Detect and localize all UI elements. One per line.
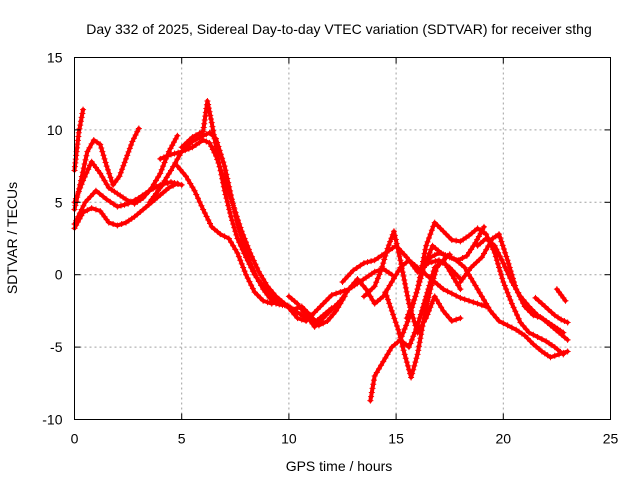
series-track-12	[360, 228, 464, 336]
series-line	[175, 164, 394, 324]
x-axis-label: GPS time / hours	[286, 458, 393, 474]
series-markers	[71, 132, 181, 207]
series-track-19	[474, 235, 567, 336]
y-tick-label: -10	[42, 412, 62, 428]
series-track-14	[382, 251, 453, 381]
y-tick-label: 10	[47, 122, 63, 138]
chart-title: Day 332 of 2025, Sidereal Day-to-day VTE…	[86, 21, 592, 37]
grid	[74, 57, 611, 420]
series-markers	[174, 163, 395, 325]
series-markers	[474, 235, 567, 336]
x-tick-label: 10	[281, 431, 297, 447]
y-tick-label: 5	[55, 194, 63, 210]
series-line	[368, 258, 463, 403]
y-axis-label: SDTVAR / TECUs	[4, 182, 20, 294]
series-markers	[532, 294, 571, 326]
series-track-3	[71, 132, 181, 207]
series-markers	[157, 137, 348, 329]
series-track-21	[553, 286, 569, 304]
series-track-20	[532, 294, 571, 326]
series-track-17	[418, 249, 571, 361]
y-tick-label: 15	[47, 50, 63, 66]
series-track-8	[157, 137, 348, 329]
series-track-13	[367, 257, 464, 404]
y-tick-label: -5	[50, 339, 63, 355]
axis-ticks: 0 5 10 15 20 25 -10 -5 0 5 10 15	[42, 50, 618, 447]
series-layer	[71, 97, 571, 404]
plot-frame	[74, 57, 611, 420]
x-tick-label: 25	[603, 431, 619, 447]
x-tick-label: 0	[71, 431, 79, 447]
series-track-9	[174, 163, 395, 325]
y-tick-label: 0	[55, 267, 63, 283]
series-track-2	[71, 125, 142, 213]
x-tick-label: 5	[178, 431, 186, 447]
series-line	[158, 138, 347, 328]
series-track-16	[397, 219, 567, 358]
series-markers	[553, 286, 569, 304]
x-tick-label: 20	[496, 431, 512, 447]
series-markers	[418, 249, 571, 361]
x-tick-label: 15	[388, 431, 404, 447]
